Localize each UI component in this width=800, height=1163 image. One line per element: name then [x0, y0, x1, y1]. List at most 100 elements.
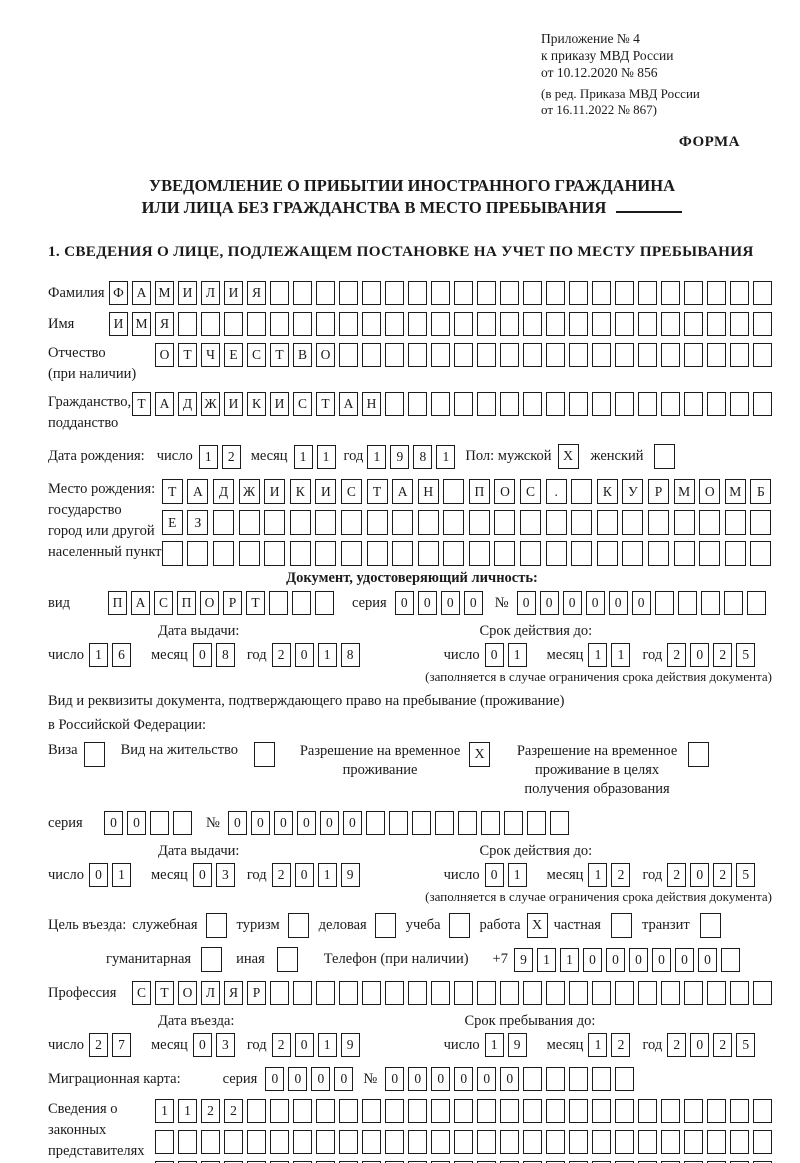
char-box[interactable]: 5 — [736, 863, 756, 887]
char-box[interactable] — [385, 1099, 404, 1123]
char-box[interactable]: 0 — [605, 947, 625, 972]
char-box[interactable] — [615, 1067, 635, 1091]
char-box[interactable]: 0 — [500, 1067, 520, 1091]
char-box[interactable]: 0 — [127, 811, 146, 835]
char-box[interactable] — [720, 947, 740, 972]
char-box[interactable]: 1 — [559, 947, 579, 972]
char-box[interactable] — [569, 1067, 589, 1091]
char-box[interactable] — [569, 312, 588, 336]
sex-female-checkbox[interactable] — [653, 444, 675, 469]
char-box[interactable] — [264, 510, 286, 535]
char-box[interactable] — [316, 281, 335, 305]
char-box[interactable]: 0 — [463, 591, 483, 615]
char-box[interactable] — [316, 312, 335, 336]
char-box[interactable]: Д — [212, 479, 234, 504]
char-box[interactable] — [724, 541, 746, 566]
char-box[interactable] — [596, 541, 618, 566]
char-box[interactable] — [673, 510, 695, 535]
char-box[interactable] — [468, 541, 490, 566]
char-box[interactable] — [212, 541, 234, 566]
char-box[interactable] — [500, 1161, 519, 1163]
char-box[interactable] — [385, 281, 404, 305]
char-box[interactable] — [684, 1099, 703, 1123]
char-box[interactable] — [315, 510, 337, 535]
char-box[interactable] — [443, 479, 465, 504]
char-box[interactable]: 3 — [215, 863, 235, 887]
char-box[interactable]: Т — [366, 479, 388, 504]
char-box[interactable] — [155, 1161, 174, 1163]
char-box[interactable] — [648, 510, 670, 535]
char-box[interactable] — [615, 981, 634, 1005]
char-box[interactable]: 0 — [608, 591, 628, 615]
char-box[interactable] — [431, 343, 450, 367]
char-box[interactable]: 0 — [296, 811, 316, 835]
char-box[interactable] — [454, 1130, 473, 1154]
char-box[interactable]: 0 — [227, 811, 247, 835]
char-box[interactable] — [520, 541, 542, 566]
char-box[interactable]: 1 — [367, 444, 387, 469]
char-box[interactable] — [592, 281, 611, 305]
char-box[interactable] — [569, 392, 588, 416]
char-box[interactable] — [699, 510, 721, 535]
char-box[interactable]: Т — [132, 392, 151, 416]
char-box[interactable] — [431, 392, 450, 416]
char-box[interactable]: 0 — [385, 1067, 405, 1091]
char-box[interactable] — [592, 981, 611, 1005]
temp-residence-edu-checkbox[interactable] — [688, 742, 710, 767]
char-box[interactable]: 9 — [340, 863, 360, 887]
char-box[interactable] — [362, 1099, 381, 1123]
char-box[interactable]: У — [622, 479, 644, 504]
char-box[interactable] — [247, 1099, 266, 1123]
char-box[interactable] — [661, 981, 680, 1005]
char-box[interactable] — [753, 1099, 772, 1123]
char-box[interactable] — [730, 281, 749, 305]
char-box[interactable]: 0 — [631, 591, 651, 615]
char-box[interactable] — [316, 1130, 335, 1154]
char-box[interactable]: 1 — [611, 643, 631, 667]
char-box[interactable]: 0 — [417, 591, 437, 615]
char-box[interactable] — [494, 541, 516, 566]
char-box[interactable] — [477, 1130, 496, 1154]
char-box[interactable]: А — [339, 392, 358, 416]
char-box[interactable] — [569, 981, 588, 1005]
char-box[interactable] — [684, 312, 703, 336]
char-box[interactable] — [362, 312, 381, 336]
char-box[interactable]: 2 — [271, 863, 291, 887]
char-box[interactable]: 0 — [477, 1067, 497, 1091]
char-box[interactable]: 0 — [484, 643, 504, 667]
char-box[interactable]: 2 — [713, 643, 733, 667]
char-box[interactable]: Р — [247, 981, 266, 1005]
char-box[interactable] — [707, 1161, 726, 1163]
char-box[interactable] — [431, 281, 450, 305]
char-box[interactable] — [178, 1130, 197, 1154]
char-box[interactable] — [408, 392, 427, 416]
char-box[interactable]: 0 — [562, 591, 582, 615]
char-box[interactable]: 0 — [311, 1067, 331, 1091]
char-box[interactable]: З — [187, 510, 209, 535]
purpose-private-checkbox[interactable] — [610, 913, 632, 938]
char-box[interactable]: Я — [247, 281, 266, 305]
char-box[interactable]: 0 — [294, 643, 314, 667]
char-box[interactable] — [408, 281, 427, 305]
purpose-tourism-checkbox[interactable] — [287, 913, 309, 938]
char-box[interactable]: 1 — [436, 444, 456, 469]
char-box[interactable] — [289, 510, 311, 535]
residence-permit-checkbox[interactable] — [254, 742, 276, 767]
char-box[interactable]: Т — [270, 343, 289, 367]
char-box[interactable]: Л — [201, 281, 220, 305]
char-box[interactable]: 1 — [111, 863, 131, 887]
char-box[interactable] — [150, 811, 169, 835]
char-box[interactable]: А — [187, 479, 209, 504]
char-box[interactable] — [569, 1161, 588, 1163]
char-box[interactable] — [523, 392, 542, 416]
char-box[interactable] — [339, 1099, 358, 1123]
char-box[interactable] — [661, 1099, 680, 1123]
char-box[interactable] — [454, 392, 473, 416]
char-box[interactable]: К — [596, 479, 618, 504]
char-box[interactable] — [592, 312, 611, 336]
char-box[interactable] — [362, 281, 381, 305]
char-box[interactable] — [569, 1130, 588, 1154]
char-box[interactable]: 1 — [507, 863, 527, 887]
char-box[interactable] — [707, 1130, 726, 1154]
char-box[interactable]: 3 — [215, 1033, 235, 1057]
